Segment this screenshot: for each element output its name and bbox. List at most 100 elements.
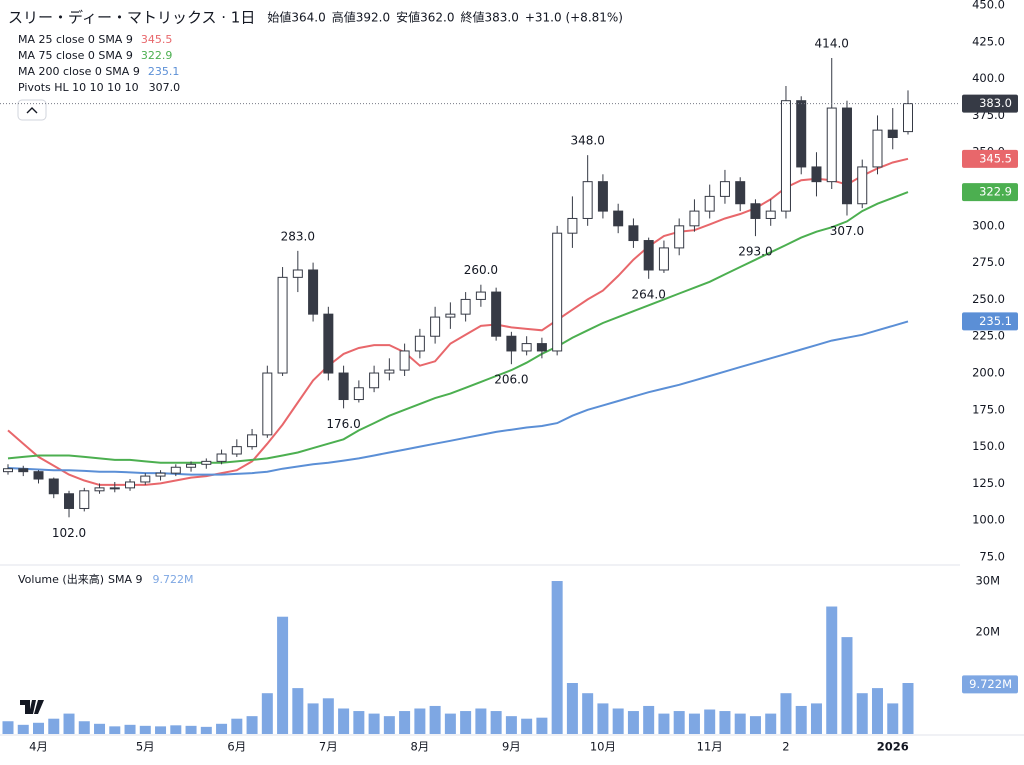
candle-body (719, 181, 730, 197)
candle-body (18, 468, 29, 473)
collapse-button[interactable] (17, 99, 47, 121)
volume-title: Volume (出来高) (18, 572, 104, 586)
candle-body (613, 210, 624, 227)
header-label: 終値 (460, 10, 484, 25)
ma-badge-box (962, 312, 1018, 331)
candle-body (308, 269, 319, 315)
logo-mark[interactable] (20, 700, 44, 714)
volume-bar (353, 711, 365, 734)
volume-bar (109, 726, 121, 734)
x-tick-label: 11月 (697, 740, 723, 754)
volume-bar (536, 717, 548, 734)
header-value: 364.0 (291, 11, 325, 25)
candle-body (201, 460, 212, 465)
legend-name: Pivots HL 10 10 10 10 (18, 81, 139, 94)
volume-bar (139, 725, 151, 734)
candle-body (658, 247, 669, 271)
volume-bar (734, 713, 746, 734)
collapse-icon[interactable] (26, 107, 38, 114)
candle-body (155, 472, 166, 477)
y-tick-label: 300.0 (972, 218, 1005, 232)
volume-bar (810, 703, 822, 734)
candle-body (475, 291, 486, 300)
candle-body (430, 316, 441, 337)
y-tick-label: 200.0 (972, 366, 1005, 380)
candle-body (750, 203, 761, 219)
candle-body (140, 475, 151, 483)
pivot-label: 348.0 (570, 134, 604, 148)
candle-body (903, 103, 913, 133)
legend-name: MA 200 close 0 SMA 9 (18, 65, 140, 78)
volume-bar (246, 716, 258, 734)
volume-bar (261, 693, 273, 734)
y-tick-label: 150.0 (972, 439, 1005, 453)
y-tick-label: 250.0 (972, 292, 1005, 306)
volume-bar (63, 713, 75, 734)
candle-body (292, 269, 303, 278)
volume-bar (48, 718, 60, 734)
volume-bar (277, 616, 289, 734)
volume-bar (719, 711, 731, 734)
volume-bar (490, 711, 502, 734)
y-tick-label: 225.0 (972, 329, 1005, 343)
ma-badge-box (962, 149, 1018, 168)
pivot-label: 206.0 (494, 373, 528, 387)
volume-bar (749, 716, 761, 734)
candle-body (262, 372, 273, 436)
volume-bar (887, 703, 899, 734)
volume-sma-value: 9.722M (153, 573, 194, 586)
header-value: 392.0 (356, 11, 390, 25)
pivot-label: 414.0 (815, 37, 849, 51)
candle-body (353, 387, 364, 401)
volume-bar (841, 637, 853, 734)
candle-body (628, 225, 639, 242)
y-tick-label: 275.0 (972, 255, 1005, 269)
tv-logo[interactable] (14, 690, 50, 722)
volume-bar (170, 725, 182, 734)
y-tick-label: 450.0 (972, 0, 1005, 12)
ma-badge: 235.1 (979, 314, 1012, 328)
x-tick-label: 6月 (227, 740, 246, 754)
candle-body (735, 181, 746, 205)
volume-bar (597, 703, 609, 734)
candle-body (231, 446, 242, 455)
volume-bar (2, 721, 14, 734)
pivot-label: 283.0 (281, 229, 315, 243)
candle-body (567, 217, 578, 234)
volume-bar (521, 718, 533, 734)
candle-body (811, 166, 822, 183)
collapse-box[interactable] (17, 99, 47, 121)
volume-bar (94, 723, 106, 734)
x-tick-label: 2 (782, 740, 789, 754)
pivot-label: 264.0 (631, 287, 665, 301)
candle-body (277, 276, 288, 374)
volume-bar (856, 693, 868, 734)
candle-body (872, 129, 883, 168)
x-tick-label: 8月 (410, 740, 429, 754)
candle-body (597, 181, 608, 212)
candle-body (491, 291, 502, 337)
header-label: 始値 (267, 10, 291, 25)
ma-badge: 345.5 (979, 151, 1012, 165)
volume-bar (551, 581, 563, 734)
pivot-label: 293.0 (738, 245, 772, 259)
candle-body (125, 481, 136, 489)
candle-body (582, 181, 593, 219)
legend-value: 235.1 (148, 65, 180, 78)
header-value: 362.0 (420, 11, 454, 25)
volume-bar (902, 683, 914, 734)
volume-bar (673, 711, 685, 734)
pivot-label: 102.0 (52, 526, 86, 540)
x-tick-label: 2026 (877, 740, 909, 754)
candle-body (445, 313, 456, 318)
x-tick-label: 7月 (319, 740, 338, 754)
candle-body (414, 335, 425, 352)
volume-bar (124, 724, 136, 734)
volume-bar (185, 725, 197, 734)
volume-bar (780, 693, 792, 734)
volume-bar (17, 724, 29, 734)
candle-body (674, 225, 685, 249)
volume-bar (414, 708, 426, 734)
y-tick-label: 125.0 (972, 476, 1005, 490)
